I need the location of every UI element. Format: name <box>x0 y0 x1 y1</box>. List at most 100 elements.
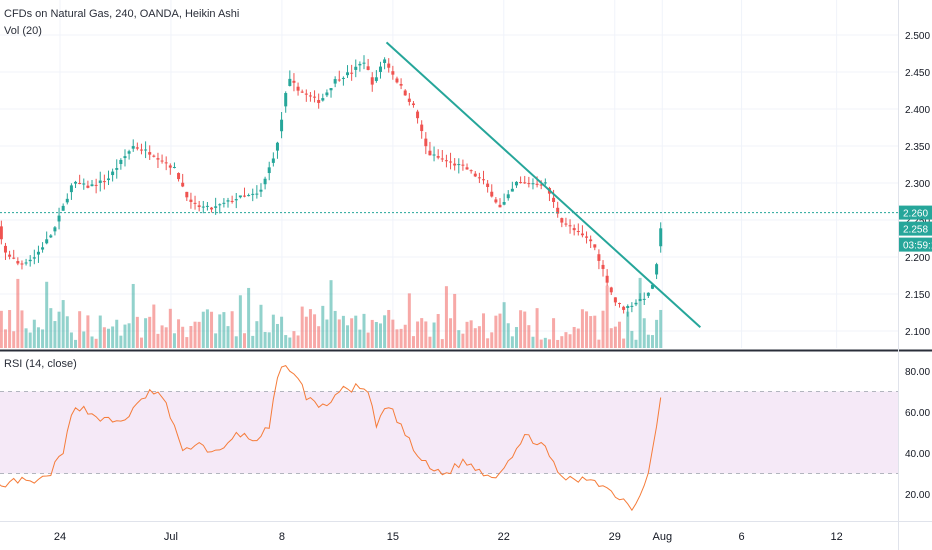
volume-bar <box>242 333 246 348</box>
volume-bar <box>127 323 131 348</box>
candle-body <box>642 298 646 300</box>
candle-body <box>45 239 49 244</box>
candle-body <box>337 79 341 81</box>
time-tick-label: 12 <box>831 531 843 543</box>
candle-body <box>226 200 230 202</box>
volume-bar <box>111 326 115 348</box>
volume-bar <box>90 336 94 348</box>
trendline[interactable] <box>385 41 702 329</box>
volume-bar <box>131 283 135 348</box>
volume-bars <box>0 277 663 348</box>
volume-bar <box>152 304 156 348</box>
candle-body <box>568 225 572 227</box>
candle-body <box>593 244 597 248</box>
volume-bar <box>366 332 370 348</box>
candle-body <box>86 185 90 188</box>
volume-bar <box>354 315 358 348</box>
rsi-axis[interactable]: 80.00 60.00 40.00 20.00 <box>905 367 930 501</box>
candle-body <box>164 162 168 164</box>
volume-bar <box>589 316 593 348</box>
volume-bar <box>304 316 308 348</box>
volume-bar <box>399 328 403 348</box>
volume-bar <box>539 339 543 348</box>
candle-body <box>510 188 514 192</box>
candle-body <box>572 228 576 231</box>
candle-body <box>552 197 556 203</box>
candle-body <box>172 166 176 168</box>
volume-bar <box>370 319 374 348</box>
candle-body <box>358 63 362 66</box>
rsi-pane <box>0 365 898 512</box>
candle-body <box>16 261 20 264</box>
volume-bar <box>317 326 321 348</box>
volume-bar <box>618 321 622 348</box>
candle-body <box>498 204 502 208</box>
volume-bar <box>609 328 613 348</box>
candle-body <box>580 233 584 236</box>
candle-body <box>32 257 36 259</box>
candle-body <box>395 78 399 83</box>
candle-body <box>296 86 300 91</box>
volume-bar <box>201 311 205 348</box>
candle-body <box>168 165 172 168</box>
volume-bar <box>626 311 630 348</box>
time-axis[interactable]: 24 Jul 8 15 22 29 Aug 6 12 <box>54 531 843 543</box>
volume-bar <box>391 319 395 348</box>
candle-body <box>362 62 366 64</box>
volume-bar <box>416 321 420 348</box>
candle-body <box>160 160 164 162</box>
volume-bar <box>82 331 86 348</box>
candle-body <box>350 72 354 74</box>
volume-bar <box>535 308 539 348</box>
candle-body <box>152 155 156 157</box>
candle-body <box>300 91 304 93</box>
candle-body <box>399 84 403 86</box>
volume-bar <box>436 314 440 348</box>
candle-body <box>535 183 539 185</box>
candle-body <box>82 183 86 185</box>
volume-bar <box>552 318 556 348</box>
volume-bar <box>358 329 362 348</box>
candle-body <box>543 182 547 184</box>
volume-bar <box>506 323 510 348</box>
candle-body <box>230 200 234 202</box>
volume-bar <box>32 319 36 348</box>
candle-body <box>205 205 209 207</box>
volume-bar <box>564 332 568 348</box>
volume-bar <box>218 314 222 348</box>
volume-bar <box>230 311 234 348</box>
candle-body <box>424 138 428 147</box>
price-axis[interactable]: 2.500 2.450 2.400 2.350 2.300 2.250 2.200 2.150… <box>905 31 930 338</box>
volume-bar <box>36 327 40 348</box>
volume-bar <box>346 325 350 348</box>
volume-bar <box>226 326 230 348</box>
candle-body <box>131 146 135 149</box>
price-tick-label: 2.400 <box>905 105 930 116</box>
volume-bar <box>210 311 214 348</box>
candle-body <box>490 191 494 197</box>
candle-body <box>411 103 415 106</box>
candle-body <box>36 251 40 255</box>
candle-body <box>378 66 382 72</box>
candle-body <box>383 59 387 64</box>
candle-body <box>403 90 407 96</box>
volume-label: Vol (20) <box>4 25 42 37</box>
volume-bar <box>102 327 106 348</box>
volume-bar <box>638 277 642 348</box>
price-tick-label: 2.450 <box>905 68 930 79</box>
chart-title: CFDs on Natural Gas, 240, OANDA, Heikin … <box>4 8 240 20</box>
volume-bar <box>148 316 152 348</box>
time-tick-label: 8 <box>279 531 285 543</box>
candle-body <box>156 158 160 160</box>
volume-bar <box>284 335 288 348</box>
candle-body <box>564 223 568 225</box>
volume-bar <box>271 314 275 348</box>
candle-body <box>247 195 251 197</box>
volume-bar <box>16 278 20 348</box>
volume-bar <box>341 315 345 348</box>
price-tick-label: 2.150 <box>905 290 930 301</box>
candle-body <box>218 204 222 206</box>
candle-body <box>432 154 436 156</box>
volume-bar <box>139 337 143 348</box>
